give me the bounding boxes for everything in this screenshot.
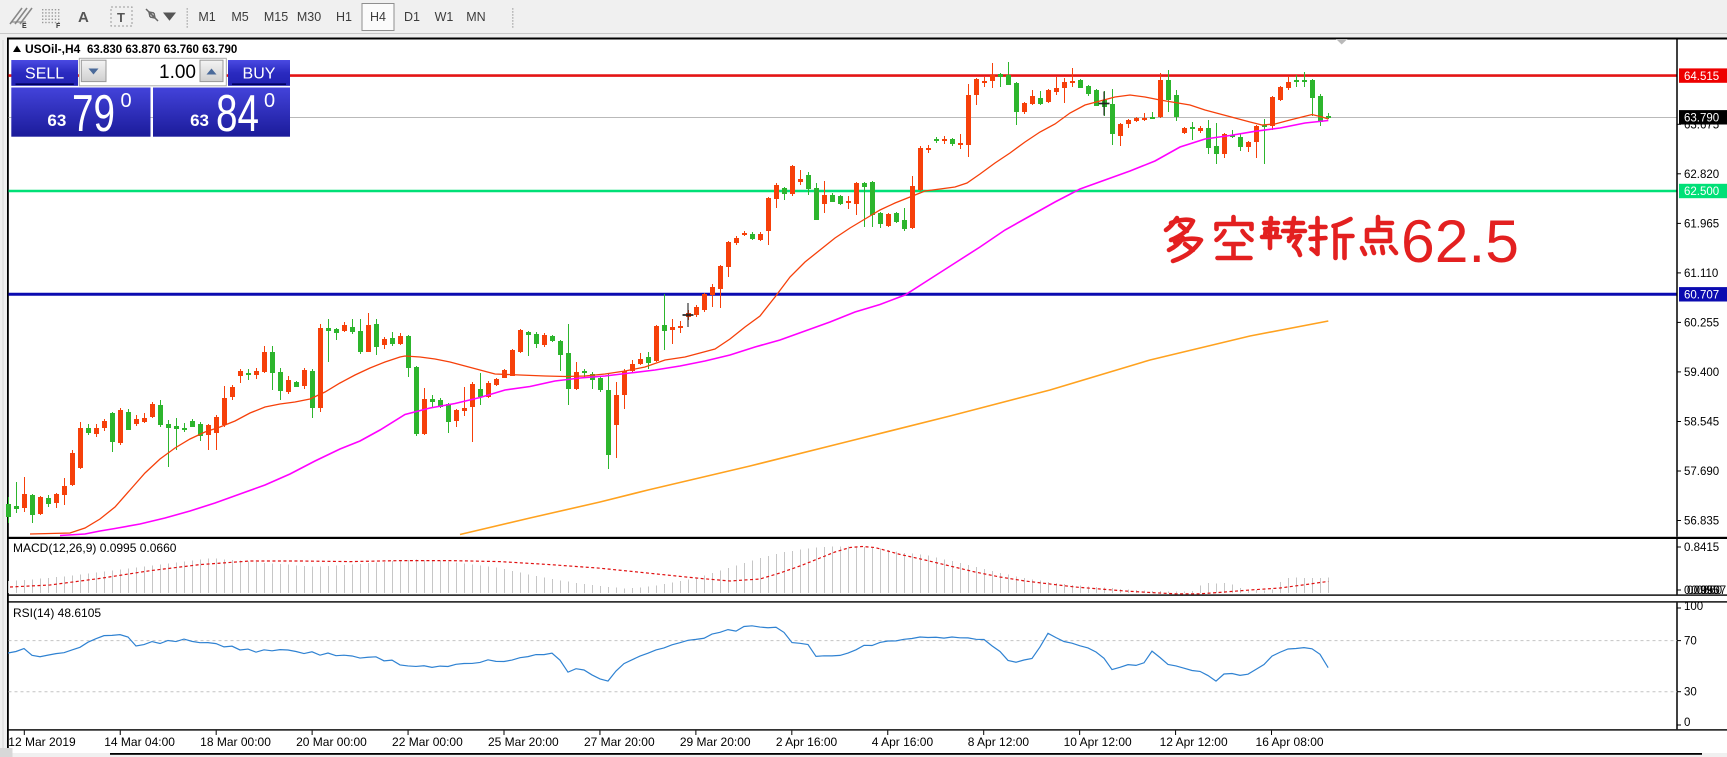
svg-text:2 Apr 16:00: 2 Apr 16:00: [776, 735, 838, 749]
svg-text:58.545: 58.545: [1684, 417, 1719, 429]
svg-text:1.00: 1.00: [159, 62, 196, 83]
svg-text:0.0995: 0.0995: [1684, 585, 1719, 597]
svg-text:60.255: 60.255: [1684, 317, 1719, 329]
svg-text:18 Mar 00:00: 18 Mar 00:00: [200, 735, 271, 749]
svg-text:F: F: [56, 23, 61, 30]
svg-text:T: T: [117, 10, 125, 25]
svg-text:62.820: 62.820: [1684, 169, 1719, 181]
svg-text:M15: M15: [264, 10, 288, 24]
svg-text:27 Mar 20:00: 27 Mar 20:00: [584, 735, 655, 749]
svg-text:60.707: 60.707: [1684, 290, 1719, 302]
svg-text:16 Apr 08:00: 16 Apr 08:00: [1256, 735, 1324, 749]
svg-text:63.830 63.870 63.760 63.790: 63.830 63.870 63.760 63.790: [87, 44, 237, 56]
svg-text:0.0660: 0.0660: [1687, 585, 1722, 597]
svg-text:20 Mar 00:00: 20 Mar 00:00: [296, 735, 367, 749]
svg-text:59.400: 59.400: [1684, 367, 1719, 379]
svg-text:63: 63: [47, 111, 66, 130]
svg-text:100: 100: [1684, 601, 1703, 613]
svg-text:0: 0: [264, 90, 275, 112]
svg-text:63.790: 63.790: [1684, 113, 1719, 125]
svg-text:MACD(12,26,9) 0.0995 0.0660: MACD(12,26,9) 0.0995 0.0660: [13, 541, 177, 555]
svg-text:62.500: 62.500: [1684, 186, 1719, 198]
svg-text:H4: H4: [370, 10, 386, 24]
svg-text:0.8415: 0.8415: [1684, 542, 1719, 554]
svg-text:30: 30: [1684, 687, 1697, 699]
svg-text:57.690: 57.690: [1684, 466, 1719, 478]
svg-text:63: 63: [190, 111, 209, 130]
svg-text:E: E: [22, 23, 27, 30]
svg-text:12 Apr 12:00: 12 Apr 12:00: [1160, 735, 1228, 749]
svg-text:64.515: 64.515: [1684, 71, 1719, 83]
svg-text:0: 0: [1684, 717, 1690, 729]
svg-text:0.0507: 0.0507: [1691, 585, 1726, 597]
svg-text:62.5: 62.5: [1401, 208, 1519, 275]
svg-text:61.110: 61.110: [1684, 268, 1718, 280]
svg-text:79: 79: [72, 85, 115, 143]
svg-text:MN: MN: [466, 10, 485, 24]
svg-text:0: 0: [121, 90, 132, 112]
svg-text:61.965: 61.965: [1684, 218, 1719, 230]
svg-text:M1: M1: [198, 10, 215, 24]
svg-text:14 Mar 04:00: 14 Mar 04:00: [104, 735, 175, 749]
svg-text:M30: M30: [297, 10, 321, 24]
svg-text:M5: M5: [231, 10, 248, 24]
svg-text:10 Apr 12:00: 10 Apr 12:00: [1064, 735, 1132, 749]
svg-text:56.835: 56.835: [1684, 516, 1719, 528]
svg-text:70: 70: [1684, 636, 1697, 648]
svg-text:8 Apr 12:00: 8 Apr 12:00: [968, 735, 1030, 749]
svg-text:BUY: BUY: [243, 66, 276, 83]
svg-text:12 Mar 2019: 12 Mar 2019: [8, 735, 76, 749]
svg-text:D1: D1: [404, 10, 420, 24]
svg-text:H1: H1: [336, 10, 352, 24]
svg-text:29 Mar 20:00: 29 Mar 20:00: [680, 735, 751, 749]
svg-text:USOil-,H4: USOil-,H4: [25, 42, 81, 56]
svg-text:22 Mar 00:00: 22 Mar 00:00: [392, 735, 463, 749]
svg-text:25 Mar 20:00: 25 Mar 20:00: [488, 735, 559, 749]
svg-text:A: A: [78, 9, 89, 26]
svg-text:W1: W1: [435, 10, 454, 24]
svg-text:RSI(14) 48.6105: RSI(14) 48.6105: [13, 606, 101, 620]
svg-text:SELL: SELL: [25, 66, 64, 83]
svg-text:4 Apr 16:00: 4 Apr 16:00: [872, 735, 934, 749]
svg-text:84: 84: [216, 85, 259, 143]
